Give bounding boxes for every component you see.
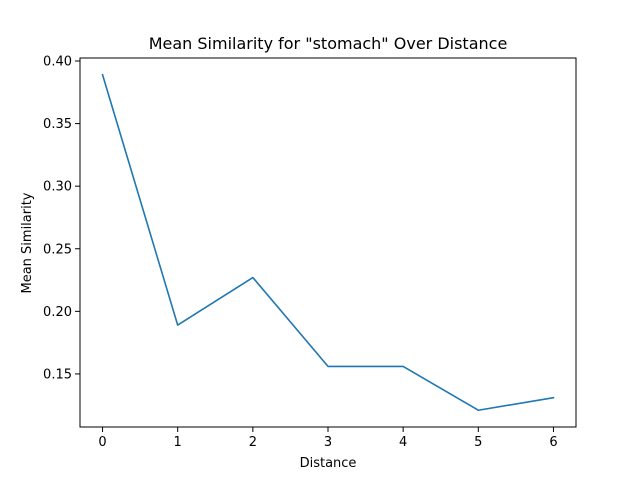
x-tick-label: 6 — [549, 435, 557, 450]
y-tick-label: 0.35 — [43, 117, 72, 132]
x-axis-ticks: 0 1 2 3 4 5 6 — [98, 427, 558, 450]
x-tick-label: 4 — [399, 435, 407, 450]
y-tick-label: 0.20 — [43, 305, 72, 320]
x-tick-label: 3 — [324, 435, 332, 450]
y-axis-label: Mean Similarity — [20, 192, 35, 293]
y-tick-label: 0.25 — [43, 242, 72, 257]
plot-area-frame — [79, 57, 577, 428]
y-axis-ticks: 0.15 0.20 0.25 0.30 0.35 0.40 — [43, 55, 80, 382]
chart-title: Mean Similarity for "stomach" Over Dista… — [149, 34, 508, 53]
series-line-0 — [101, 73, 555, 412]
x-axis-label: Distance — [300, 456, 357, 471]
y-tick-label: 0.30 — [43, 180, 72, 195]
series-lines — [101, 73, 555, 412]
y-tick-label: 0.15 — [43, 367, 72, 382]
y-tick-label: 0.40 — [43, 55, 72, 70]
x-tick-label: 2 — [249, 435, 257, 450]
x-tick-label: 1 — [174, 435, 182, 450]
x-tick-label: 0 — [98, 435, 106, 450]
x-tick-label: 5 — [474, 435, 482, 450]
